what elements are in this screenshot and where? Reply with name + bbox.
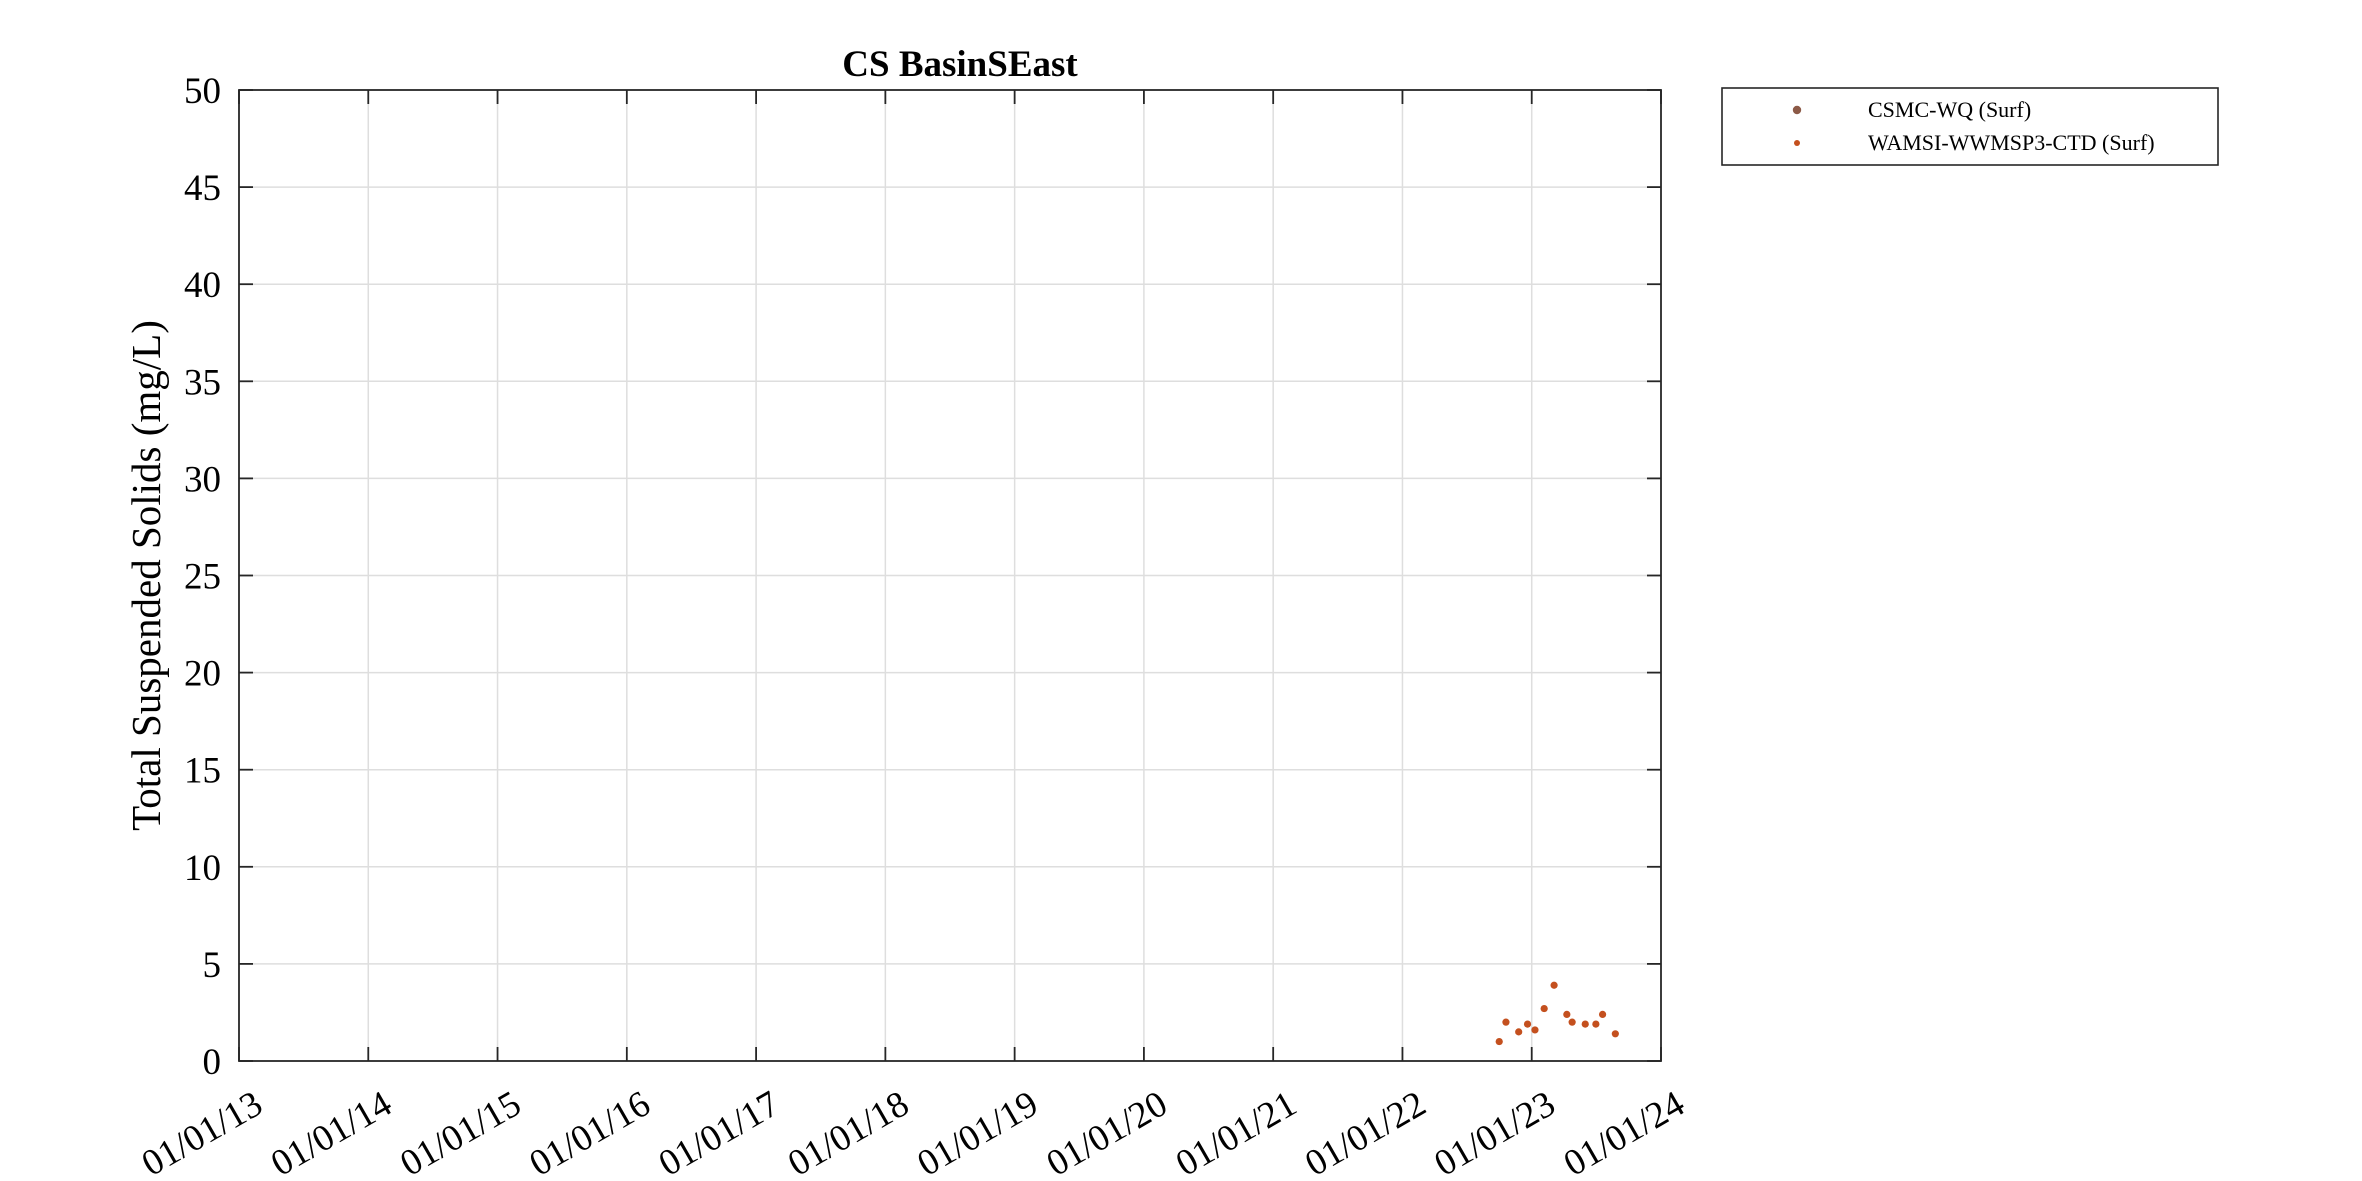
x-tick-label: 01/01/13 [135, 1083, 269, 1181]
legend-marker [1794, 140, 1800, 146]
y-tick-label: 25 [184, 557, 221, 598]
data-point-series-2 [1598, 1010, 1607, 1018]
y-tick-label: 15 [184, 751, 221, 792]
legend-box [1721, 87, 2219, 166]
y-tick-label: 50 [184, 71, 221, 112]
data-point-series-2 [1495, 1037, 1503, 1046]
data-point-series-2 [1515, 1028, 1523, 1036]
y-tick-label: 40 [184, 265, 221, 306]
x-tick-label: 01/01/15 [393, 1083, 527, 1181]
y-tick-label: 30 [184, 459, 221, 500]
x-tick-label: 01/01/20 [1040, 1083, 1174, 1181]
data-point-series-2 [1592, 1020, 1600, 1028]
legend-entry: WAMSI-WWMSP3-CTD (Surf) [1868, 130, 2155, 155]
data-point-series-2 [1611, 1030, 1619, 1038]
x-tick-label: 01/01/24 [1557, 1083, 1691, 1181]
x-tick-label: 01/01/23 [1428, 1083, 1562, 1181]
x-tick-label: 01/01/19 [911, 1083, 1045, 1181]
y-tick-label: 45 [184, 168, 221, 209]
legend: CSMC-WQ (Surf) WAMSI-WWMSP3-CTD (Surf) [1721, 87, 2219, 166]
plot-area [238, 89, 1662, 1062]
y-axis-label: Total Suspended Solids (mg/L) [123, 320, 169, 831]
x-tick-label: 01/01/21 [1169, 1083, 1303, 1181]
data-point-series-2 [1568, 1018, 1576, 1026]
x-tick-label: 01/01/22 [1298, 1083, 1432, 1181]
data-points [1495, 981, 1619, 1046]
y-tick-label: 20 [184, 654, 221, 695]
data-point-series-2 [1502, 1018, 1510, 1026]
y-tick-label: 5 [203, 945, 222, 986]
chart-title: CS BasinSEast [842, 44, 1078, 85]
grid-lines [239, 90, 1661, 1061]
x-tick-label: 01/01/18 [781, 1083, 915, 1181]
y-tick-label: 35 [184, 362, 221, 403]
x-tick-label: 01/01/16 [523, 1083, 657, 1181]
x-tick-label: 01/01/14 [264, 1083, 398, 1181]
y-tick-label: 0 [203, 1042, 222, 1083]
data-point-series-2 [1550, 981, 1558, 989]
data-point-series-2 [1581, 1020, 1589, 1028]
data-point-series-2 [1531, 1026, 1539, 1034]
x-tick-label: 01/01/17 [652, 1083, 786, 1181]
legend-entry: CSMC-WQ (Surf) [1868, 97, 2031, 122]
x-tick-labels: 01/01/1301/01/1401/01/1501/01/1601/01/17… [135, 1083, 1691, 1181]
data-point-series-2 [1523, 1020, 1532, 1028]
axis-ticks [238, 89, 1662, 1062]
y-tick-label: 10 [184, 848, 221, 889]
legend-marker [1792, 105, 1802, 115]
data-point-series-2 [1563, 1010, 1571, 1018]
data-point-series-2 [1540, 1004, 1548, 1013]
y-tick-labels: 0 5 10 15 20 25 30 35 40 45 50 [184, 71, 221, 1083]
